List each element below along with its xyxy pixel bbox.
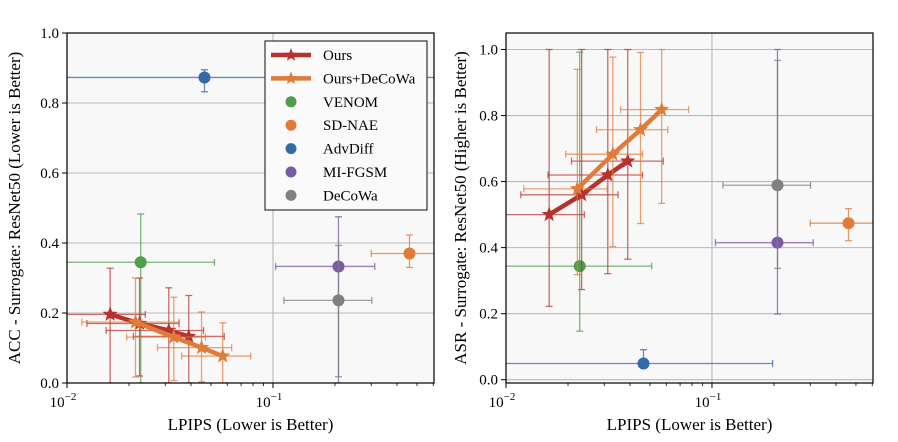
data-point-circle [771, 179, 784, 192]
x-axis-label: LPIPS (Lower is Better) [607, 415, 773, 434]
y-axis-label: ASR - Surrogate: ResNet50 (Higher is Bet… [451, 51, 470, 365]
series-line [109, 312, 190, 339]
plot-frame [66, 32, 435, 384]
legend-label: Ours [323, 48, 352, 64]
legend-item-sdnae: SD-NAE [285, 118, 378, 134]
y-tick-label: 0.6 [40, 166, 59, 182]
data-point-star [605, 146, 621, 161]
data-point-star [166, 329, 182, 344]
data-point-star [600, 166, 616, 182]
y-tick-label: 0.4 [40, 236, 59, 252]
data-point-circle [134, 256, 147, 269]
data-point-circle [198, 71, 211, 84]
legend-circle-icon [285, 189, 297, 201]
series-line [575, 107, 664, 191]
series-decowa [283, 244, 373, 378]
data-point-circle [573, 260, 586, 273]
right-panel-asr: 10−2 10−1 0.0 0.2 0.4 0.6 0.8 1.0 LPIPS (Lower… [451, 32, 874, 434]
legend: Ours Ours+DeCoWa VENOM SD-NAE AdvDiff MI-FGSM… [264, 40, 428, 211]
data-point-circle [403, 247, 416, 260]
y-tick-label: 1.0 [479, 43, 498, 59]
x-tick-label: 10−2 [489, 391, 516, 411]
legend-label: MI-FGSM [323, 165, 387, 181]
legend-item-venom: VENOM [285, 95, 378, 111]
y-tick-label: 0.2 [479, 307, 498, 323]
legend-circle-icon [285, 96, 297, 108]
legend-label: Ours+DeCoWa [323, 71, 416, 87]
y-tick-label: 0.6 [479, 175, 498, 191]
x-axis-ticks: 10−2 10−1 [50, 383, 434, 411]
legend-label: VENOM [323, 95, 378, 111]
y-tick-label: 0.2 [40, 306, 59, 322]
series-sdnae [370, 234, 434, 269]
marks-clipped [67, 69, 434, 383]
y-axis-ticks: 0.0 0.2 0.4 0.6 0.8 1.0 [40, 26, 67, 392]
legend-item-decowa: DeCoWa [285, 188, 378, 204]
data-point-star [215, 348, 231, 363]
y-tick-label: 0.8 [479, 109, 498, 125]
data-point-star [541, 206, 557, 222]
y-tick-label: 1.0 [40, 26, 59, 42]
legend-star-icon [284, 71, 298, 85]
data-point-star [569, 180, 585, 196]
series-ours [506, 48, 664, 308]
data-point-star [181, 328, 197, 343]
y-tick-label: 0.0 [479, 373, 498, 389]
plot-frame [505, 32, 874, 384]
series-ours_decowa [81, 277, 252, 383]
legend-item-advdiff: AdvDiff [285, 142, 374, 158]
legend-item-ours_decowa: Ours+DeCoWa [271, 71, 416, 87]
series-line [134, 320, 224, 359]
legend-circle-icon [285, 119, 297, 131]
marks-clipped [506, 48, 873, 370]
legend-circle-icon [285, 143, 297, 155]
data-point-circle [332, 294, 345, 307]
data-point-circle [637, 357, 650, 370]
series-sdnae [809, 208, 873, 242]
legend-star-icon [284, 48, 298, 61]
left-panel-acc: 10−2 10−1 0.0 0.2 0.4 0.6 0.8 1.0 LPIPS (Lower… [5, 26, 435, 434]
data-point-star [127, 314, 144, 329]
x-tick-label: 10−1 [695, 391, 722, 411]
data-point-star [161, 322, 177, 337]
legend-label: AdvDiff [323, 142, 374, 158]
y-tick-label: 0.0 [40, 376, 59, 392]
y-tick-label: 0.8 [40, 96, 59, 112]
y-axis-ticks: 0.0 0.2 0.4 0.6 0.8 1.0 [479, 43, 506, 389]
legend-label: DeCoWa [323, 188, 378, 204]
series-line [547, 159, 630, 217]
x-axis-ticks: 10−2 10−1 [489, 383, 873, 411]
data-point-circle [842, 217, 855, 230]
x-tick-label: 10−2 [50, 391, 77, 411]
x-tick-label: 10−1 [256, 391, 283, 411]
legend-item-mifgsm: MI-FGSM [285, 165, 387, 181]
series-decowa [722, 59, 812, 270]
x-axis-label: LPIPS (Lower is Better) [168, 415, 334, 434]
data-point-star [654, 101, 670, 117]
y-tick-label: 0.4 [479, 241, 498, 257]
data-marks [506, 48, 873, 370]
legend-label: SD-NAE [323, 118, 378, 134]
legend-circle-icon [285, 166, 297, 178]
series-ours_decowa [523, 48, 690, 276]
data-point-star [102, 306, 118, 321]
y-axis-label: ACC - Surrogate: ResNet50 (Lower is Bett… [5, 52, 24, 365]
series-advdiff [506, 349, 774, 370]
legend-item-ours: Ours [271, 48, 352, 64]
plot-area [506, 33, 873, 383]
data-point-star [193, 339, 210, 355]
data-point-star [632, 121, 649, 137]
data-point-star [620, 153, 636, 168]
data-marks [67, 69, 434, 383]
series-venom [67, 213, 216, 383]
